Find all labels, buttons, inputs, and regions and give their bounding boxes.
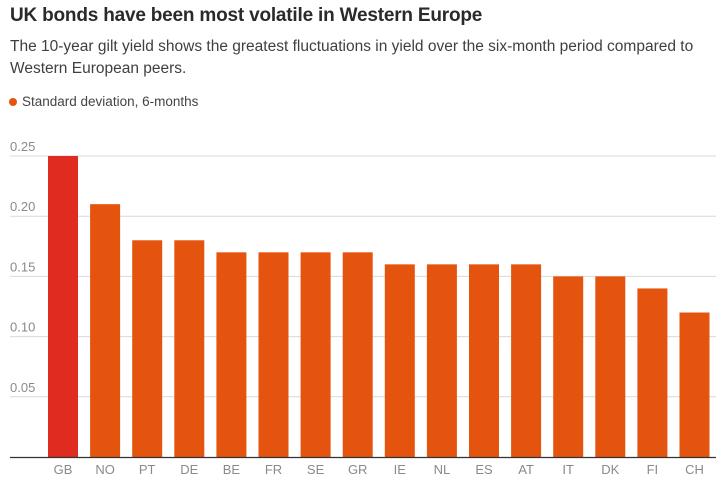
x-tick-label-se: SE [307,462,325,477]
y-tick-label: 0.15 [10,259,35,274]
x-tick-label-no: NO [95,462,115,477]
x-tick-label-at: AT [518,462,534,477]
bar-at [511,264,542,457]
x-tick-label-ch: CH [685,462,704,477]
y-tick-label: 0.10 [10,320,35,335]
x-axis-labels: GB NO PT DE BE FR SE GR IE NL ES AT IT DK FI CH [54,462,704,477]
bar-it [553,276,584,457]
x-tick-label-de: DE [180,462,198,477]
bar-dk [595,276,626,457]
chart-title: UK bonds have been most volatile in West… [10,5,483,26]
x-tick-label-nl: NL [434,462,451,477]
x-tick-label-ie: IE [394,462,407,477]
bar-de [174,240,205,457]
x-tick-label-it: IT [562,462,574,477]
bar-layer [48,156,710,457]
bar-se [300,252,331,457]
bar-ie [384,264,415,457]
bar-be [216,252,247,457]
x-tick-label-fi: FI [647,462,659,477]
legend: Standard deviation, 6-months [9,94,198,109]
x-tick-label-gb: GB [54,462,73,477]
x-tick-label-pt: PT [139,462,156,477]
y-tick-label: 0.05 [10,380,35,395]
bar-fi [637,288,668,457]
bar-pt [132,240,163,457]
legend-label: Standard deviation, 6-months [22,94,199,109]
bar-ch [679,312,710,457]
x-tick-label-dk: DK [601,462,619,477]
bar-fr [258,252,289,457]
x-tick-label-fr: FR [265,462,282,477]
bar-no [90,204,121,457]
y-tick-label: 0.25 [10,139,35,154]
x-tick-label-be: BE [223,462,241,477]
bar-gr [342,252,373,457]
chart-subtitle: The 10-year gilt yield shows the greates… [10,38,694,77]
legend-marker [9,97,17,106]
x-tick-label-es: ES [475,462,493,477]
y-tick-label: 0.20 [10,199,35,214]
x-tick-label-gr: GR [348,462,368,477]
bar-nl [426,264,457,457]
bar-es [469,264,499,457]
bar-gb [48,156,78,457]
